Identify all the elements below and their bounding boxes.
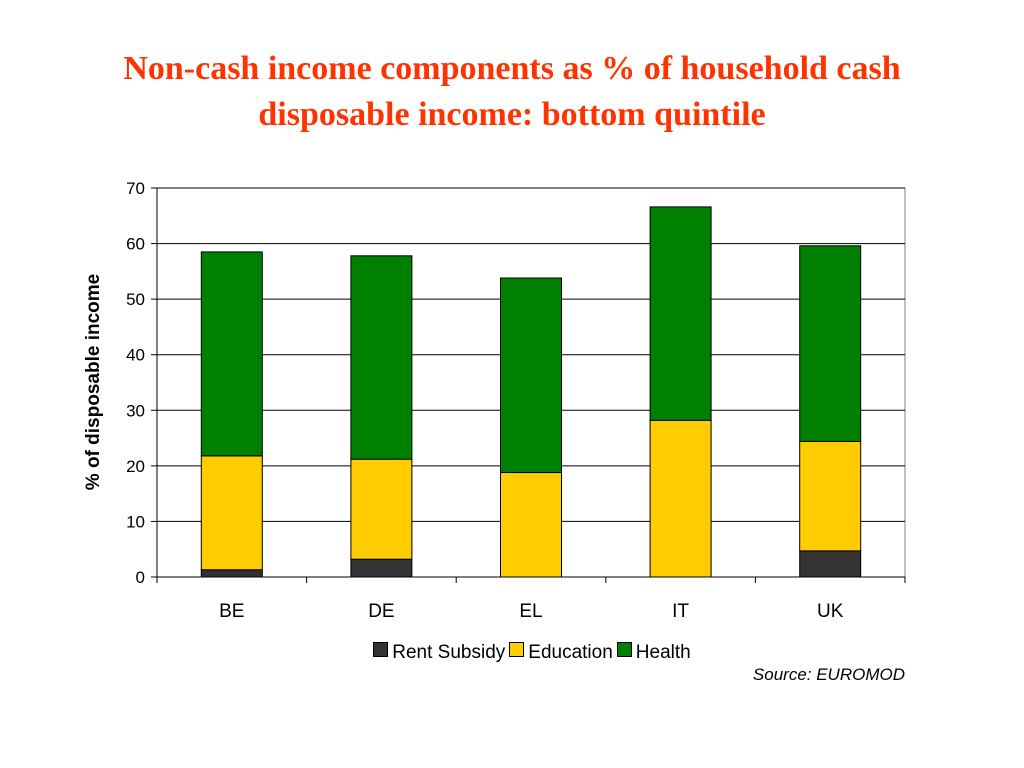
source-note: Source: EUROMOD: [752, 665, 905, 684]
y-tick-label: 50: [126, 290, 145, 309]
legend-label: Health: [635, 642, 691, 663]
y-axis-label: % of disposable income: [83, 274, 104, 490]
bar-health-de: [350, 255, 413, 460]
bar-education-it: [649, 419, 712, 578]
bar-rent-subsidy-be: [200, 569, 263, 578]
bar-education-el: [500, 472, 562, 578]
y-tick-label: 0: [136, 568, 145, 587]
title-line-2: disposable income: bottom quintile: [258, 96, 766, 133]
legend-item-rent-subsidy: Rent Subsidy: [373, 642, 505, 664]
legend: Rent Subsidy Education Health: [0, 642, 1024, 664]
x-tick-label: BE: [219, 601, 244, 622]
bar-education-be: [200, 455, 263, 571]
legend-swatch: [509, 642, 525, 657]
bar-health-be: [200, 251, 263, 457]
x-tick-label: DE: [368, 601, 394, 622]
y-tick-label: 70: [126, 179, 145, 198]
y-tick-label: 10: [126, 512, 145, 531]
bar-education-de: [350, 458, 413, 560]
legend-label: Education: [528, 642, 613, 663]
bar-rent-subsidy-de: [350, 558, 413, 578]
chart-title: Non-cash income components as % of house…: [0, 46, 1024, 138]
x-tick-label: UK: [817, 601, 844, 622]
y-tick-label: 30: [126, 401, 145, 420]
y-tick-label: 20: [126, 457, 145, 476]
legend-swatch: [616, 642, 632, 657]
x-tick-label: EL: [519, 601, 542, 622]
legend-label: Rent Subsidy: [392, 642, 506, 663]
bar-rent-subsidy-uk: [799, 550, 862, 578]
y-tick-label: 60: [126, 235, 145, 254]
title-line-1: Non-cash income components as % of house…: [123, 50, 901, 87]
legend-item-education: Education: [509, 642, 613, 664]
bar-health-uk: [799, 245, 862, 442]
bar-education-uk: [799, 440, 862, 552]
y-tick-label: 40: [126, 346, 145, 365]
legend-swatch: [373, 642, 389, 657]
bar-health-el: [500, 277, 562, 474]
bar-health-it: [649, 206, 712, 421]
x-tick-label: IT: [672, 601, 689, 622]
legend-item-health: Health: [616, 642, 691, 664]
